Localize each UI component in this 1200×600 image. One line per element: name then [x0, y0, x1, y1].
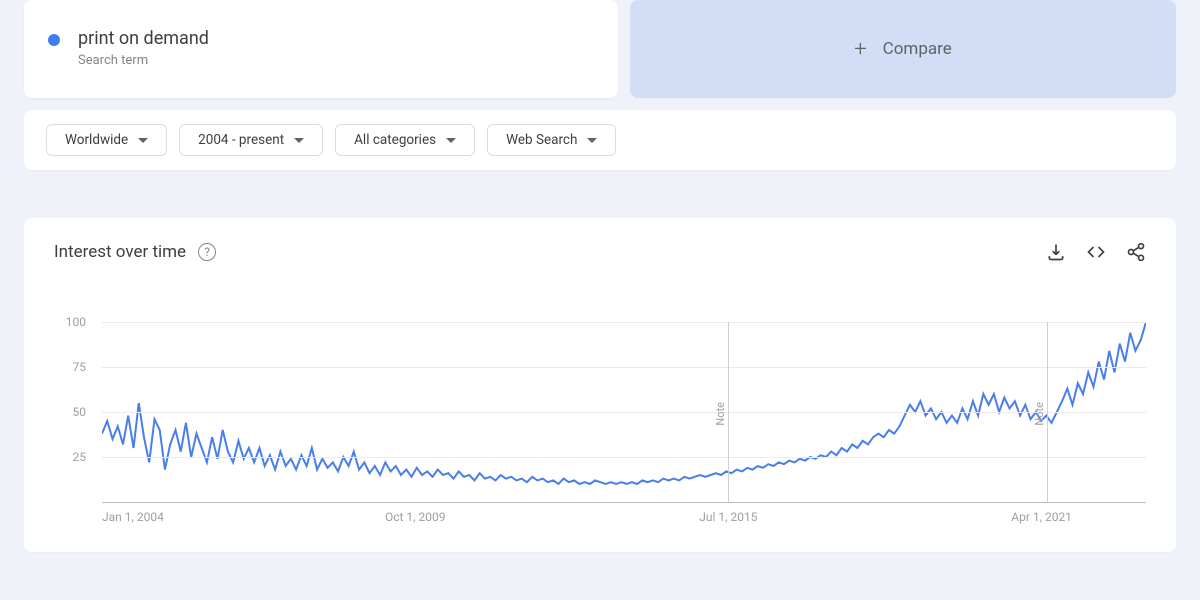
- x-tick-label: Jan 1, 2004: [102, 510, 164, 524]
- embed-icon[interactable]: [1086, 242, 1106, 262]
- download-icon[interactable]: [1046, 242, 1066, 262]
- search-term-subtitle: Search term: [78, 53, 209, 68]
- caret-down-icon: [446, 138, 456, 143]
- chart-area: 255075100 NoteNote Jan 1, 2004Oct 1, 200…: [54, 322, 1146, 542]
- plus-icon: +: [854, 37, 866, 62]
- filter-label: Worldwide: [65, 132, 128, 148]
- chart-card: Interest over time ? 25 50 75 100 NoteNote …: [24, 218, 1176, 552]
- chart-header: Interest over time ?: [54, 242, 1146, 262]
- gridline: [102, 367, 1146, 368]
- gridline: [102, 322, 1146, 323]
- topic-row: print on demand Search term + Compare: [0, 0, 1200, 98]
- x-tick-label: Oct 1, 2009: [385, 510, 446, 524]
- caret-down-icon: [587, 138, 597, 143]
- filter-timerange[interactable]: 2004 - present: [179, 124, 323, 156]
- filter-category[interactable]: All categories: [335, 124, 475, 156]
- gridline: [102, 412, 1146, 413]
- note-label: Note: [1033, 402, 1046, 426]
- y-tick-label: 75: [73, 360, 87, 374]
- filter-region[interactable]: Worldwide: [46, 124, 167, 156]
- filter-label: All categories: [354, 132, 436, 148]
- filter-searchtype[interactable]: Web Search: [487, 124, 616, 156]
- compare-label: Compare: [883, 39, 952, 59]
- note-marker: [1047, 322, 1048, 502]
- chart-plot: Note Note: [102, 322, 1146, 502]
- caret-down-icon: [138, 138, 148, 143]
- help-icon[interactable]: ?: [198, 243, 216, 261]
- search-term-card[interactable]: print on demand Search term: [24, 0, 618, 98]
- filter-bar: Worldwide 2004 - present All categories …: [24, 110, 1176, 170]
- filter-label: Web Search: [506, 132, 577, 148]
- add-compare-button[interactable]: + Compare: [630, 0, 1176, 98]
- caret-down-icon: [294, 138, 304, 143]
- y-tick-label: 50: [73, 405, 87, 419]
- note-marker: [728, 322, 729, 502]
- x-tick-label: Jul 1, 2015: [699, 510, 757, 524]
- series-dot: [48, 34, 60, 46]
- y-tick-label: 25: [73, 450, 87, 464]
- topic-text: print on demand Search term: [78, 28, 209, 68]
- baseline: [102, 502, 1146, 503]
- gridline: [102, 457, 1146, 458]
- y-axis: 255075100: [54, 322, 94, 502]
- chart-title: Interest over time: [54, 242, 186, 262]
- note-label: Note: [714, 402, 727, 426]
- chart-title-wrap: Interest over time ?: [54, 242, 216, 262]
- share-icon[interactable]: [1126, 242, 1146, 262]
- chart-actions: [1046, 242, 1146, 262]
- search-term: print on demand: [78, 28, 209, 49]
- filter-label: 2004 - present: [198, 132, 284, 148]
- x-tick-label: Apr 1, 2021: [1011, 510, 1072, 524]
- y-tick-label: 100: [66, 315, 86, 329]
